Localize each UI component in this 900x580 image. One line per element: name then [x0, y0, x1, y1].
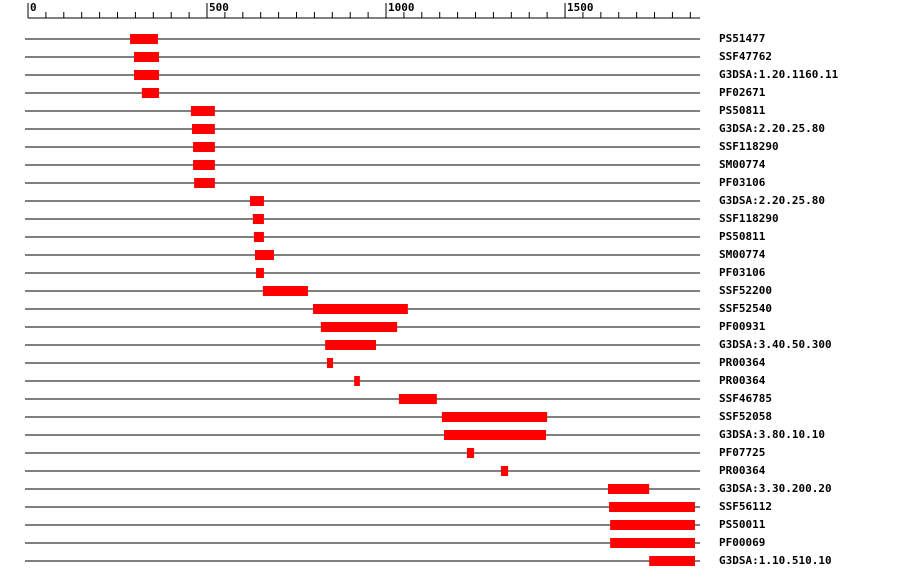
feature-bar	[191, 124, 215, 134]
feature-bar	[130, 34, 158, 44]
x-tick-label: 0	[30, 1, 37, 14]
feature-bar	[354, 376, 360, 386]
feature-bar	[190, 106, 215, 116]
row-label: PF03106	[719, 266, 766, 279]
row-label: G3DSA:3.40.50.300	[719, 338, 832, 351]
feature-bar	[256, 268, 264, 278]
x-tick-label: 1000	[388, 1, 415, 14]
feature-bar	[500, 466, 509, 476]
row-label: PR00364	[719, 464, 766, 477]
feature-bar	[326, 358, 334, 368]
feature-bar	[441, 412, 548, 422]
feature-bar	[133, 52, 160, 62]
row-label: SSF52540	[719, 302, 772, 315]
row-label: SSF52200	[719, 284, 772, 297]
row-label: SSF52058	[719, 410, 772, 423]
feature-bar	[254, 250, 274, 260]
feature-bar	[194, 178, 215, 188]
feature-bar	[607, 484, 650, 494]
row-label: PS50011	[719, 518, 766, 531]
feature-bar	[444, 430, 547, 440]
row-label: PS51477	[719, 32, 765, 45]
feature-bar	[320, 322, 398, 332]
feature-bar	[649, 556, 695, 566]
row-label: SM00774	[719, 248, 766, 261]
row-label: SM00774	[719, 158, 766, 171]
row-label: G3DSA:1.10.510.10	[719, 554, 832, 567]
feature-bar	[398, 394, 437, 404]
x-tick-label: 1500	[567, 1, 594, 14]
feature-bar	[262, 286, 308, 296]
feature-bar	[610, 520, 695, 530]
row-label: SSF56112	[719, 500, 772, 513]
row-label: G3DSA:2.20.25.80	[719, 194, 825, 207]
feature-bar	[312, 304, 408, 314]
row-label: PF00069	[719, 536, 765, 549]
feature-bar	[609, 502, 695, 512]
row-label: G3DSA:1.20.1160.11	[719, 68, 839, 81]
row-label: PF02671	[719, 86, 766, 99]
row-label: PS50811	[719, 104, 766, 117]
feature-bar	[325, 340, 376, 350]
feature-bar	[193, 160, 215, 170]
feature-bar	[253, 232, 264, 242]
row-label: SSF46785	[719, 392, 772, 405]
row-label: PR00364	[719, 356, 766, 369]
row-label: G3DSA:2.20.25.80	[719, 122, 825, 135]
feature-bar	[249, 196, 264, 206]
feature-bar	[141, 88, 160, 98]
row-label: PF03106	[719, 176, 766, 189]
feature-bar	[610, 538, 695, 548]
row-label: SSF118290	[719, 140, 779, 153]
row-label: SSF47762	[719, 50, 772, 63]
row-label: PF07725	[719, 446, 765, 459]
row-label: G3DSA:3.30.200.20	[719, 482, 832, 495]
row-label: SSF118290	[719, 212, 779, 225]
row-label: PR00364	[719, 374, 766, 387]
x-tick-label: 500	[209, 1, 229, 14]
feature-bar	[193, 142, 215, 152]
feature-bar	[466, 448, 475, 458]
row-label: G3DSA:3.80.10.10	[719, 428, 825, 441]
feature-bar	[133, 70, 160, 80]
row-label: PS50811	[719, 230, 766, 243]
row-label: PF00931	[719, 320, 766, 333]
feature-bar	[252, 214, 264, 224]
